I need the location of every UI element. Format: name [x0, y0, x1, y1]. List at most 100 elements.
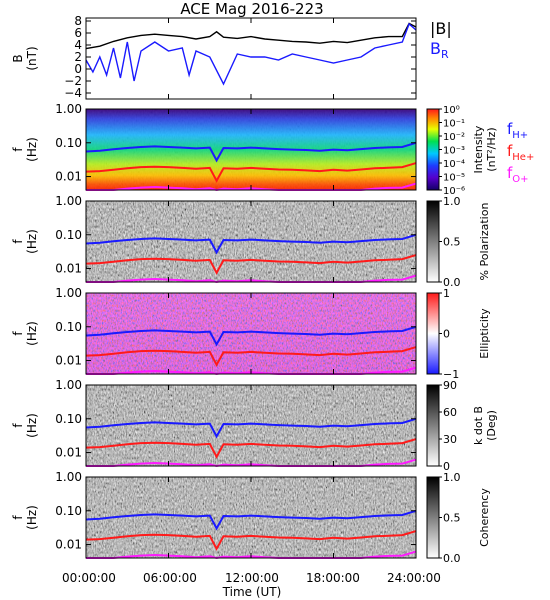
- y-tick-label: 1.00: [55, 378, 82, 392]
- y-axis-unit: (nT): [25, 46, 39, 70]
- y-tick-label: 0.10: [55, 412, 82, 426]
- y-axis-label: f: [11, 331, 25, 336]
- y-tick-label: 0.01: [55, 354, 82, 368]
- gyrofrequency-line-fHe+: [85, 438, 417, 459]
- colorbar-tick-label: 1.0: [443, 195, 461, 208]
- panel-coherency: 1.0 0.5 0.0 Coherency 1.00 0.10 0.01 f (Hz): [11, 470, 491, 565]
- y-axis-unit: (Hz): [25, 505, 39, 530]
- colorbar-label: Intensity: [472, 125, 485, 173]
- colorbar-tick-label: 0.5: [443, 236, 461, 249]
- legend-entry: |B|: [430, 19, 452, 38]
- colorbar-tick-label: 0.0: [443, 276, 461, 289]
- y-tick-label: 1.00: [55, 194, 82, 208]
- panel-kdotb: 90 60 30 0 k dot B (Deg) 1.00 0.10 0.01 f (Hz): [11, 378, 498, 473]
- y-axis-label: f: [11, 423, 25, 428]
- colorbar: [426, 108, 440, 191]
- y-axis-unit: (Hz): [25, 413, 39, 438]
- colorbar: [426, 384, 440, 467]
- colorbar-tick-label: 10⁻¹: [443, 119, 465, 130]
- y-tick-label: 0.01: [55, 538, 82, 552]
- gyrofrequency-line-fHe+: [85, 346, 417, 367]
- colorbar-tick-label: 0.0: [443, 552, 461, 565]
- series-line-BR: [85, 22, 417, 86]
- x-tick-labels: 00:00:00 06:00:00 12:00:00 18:00:00 24:0…: [62, 571, 441, 585]
- panel-ellipticity: 1 0 −1 Ellipticity 1.00 0.10 0.01 f (Hz): [11, 286, 491, 381]
- colorbar-tick-label: 1.0: [443, 471, 461, 484]
- series-line-|B|: [85, 22, 417, 50]
- y-tick-label: 1.00: [55, 286, 82, 300]
- colorbar-tick-label: 10⁻²: [443, 132, 465, 143]
- colorbar-label: % Polarization: [478, 203, 491, 281]
- y-axis-unit: (Hz): [25, 321, 39, 346]
- colorbar-tick-label: 1: [443, 287, 450, 300]
- y-tick-label: 0: [74, 62, 82, 76]
- colorbar-tick-label: 10⁻⁵: [443, 173, 465, 184]
- legend-entry: fHe+: [507, 142, 534, 163]
- x-tick-label: 00:00:00: [62, 571, 116, 585]
- y-tick-label: 0.10: [55, 228, 82, 242]
- legend-entry: BR: [430, 39, 449, 61]
- colorbar-tick-label: −1: [443, 368, 459, 381]
- colorbar: [426, 200, 440, 283]
- y-tick-label: 1.00: [55, 102, 82, 116]
- colorbar-label: Ellipticity: [478, 308, 491, 359]
- y-axis-unit: (Hz): [25, 137, 39, 162]
- gyrofrequency-line-fHe+: [85, 162, 417, 183]
- x-tick-label: 12:00:00: [225, 571, 279, 585]
- gyrofrequency-line-fH+: [85, 325, 417, 347]
- gyrofrequency-line-fHe+: [85, 254, 417, 275]
- colorbar-tick-label: 10⁻⁶: [443, 186, 465, 197]
- y-axis-label: f: [11, 515, 25, 520]
- gyrofrequency-line-fH+: [85, 417, 417, 439]
- y-tick-label: 6: [74, 26, 82, 40]
- gyrofrequency-line-fH+: [85, 141, 417, 163]
- colorbar-tick-label: 90: [443, 379, 457, 392]
- y-axis-label: B: [11, 54, 25, 62]
- gyrofrequency-line-fH+: [85, 233, 417, 255]
- colorbar-tick-label: 0: [443, 328, 450, 341]
- colorbar: [426, 292, 440, 375]
- legend-entry: fH+: [507, 120, 528, 141]
- x-axis-label: Time (UT): [222, 585, 282, 599]
- y-tick-label: 0.10: [55, 320, 82, 334]
- panel-frame: [85, 17, 417, 100]
- x-tick-label: 18:00:00: [306, 571, 360, 585]
- x-tick-label: 06:00:00: [143, 571, 197, 585]
- colorbar-label: Coherency: [478, 488, 491, 547]
- colorbar-tick-label: 30: [443, 433, 457, 446]
- y-tick-label: 0.10: [55, 504, 82, 518]
- panel-polarization: 1.0 0.5 0.0 % Polarization 1.00 0.10 0.01 f (Hz): [11, 194, 491, 289]
- gyrofrequency-line-fH+: [85, 509, 417, 531]
- colorbar-tick-label: 10⁰: [443, 105, 460, 116]
- colorbar-tick-label: 10⁻³: [443, 146, 465, 157]
- y-axis-unit: (Hz): [25, 229, 39, 254]
- y-tick-label: 1.00: [55, 470, 82, 484]
- colorbar-tick-label: 10⁻⁴: [443, 159, 465, 170]
- colorbar: [426, 476, 440, 559]
- y-axis-label: f: [11, 239, 25, 244]
- panel-intensity: 10⁰ 10⁻¹ 10⁻² 10⁻³ 10⁻⁴ 10⁻⁵ 10⁻⁶ Intensity (nT²…: [11, 102, 534, 197]
- gyrofrequency-line-fHe+: [85, 530, 417, 551]
- y-tick-label: 0.01: [55, 170, 82, 184]
- y-tick-label: 0.01: [55, 446, 82, 460]
- y-tick-label: −2: [64, 74, 82, 88]
- y-tick-label: 0.10: [55, 136, 82, 150]
- legend-entry: fO+: [507, 164, 529, 185]
- x-tick-label: 24:00:00: [387, 571, 441, 585]
- y-axis-label: f: [11, 147, 25, 152]
- colorbar-label: k dot B: [472, 406, 485, 445]
- y-tick-label: 4: [74, 38, 82, 52]
- y-tick-label: 0.01: [55, 262, 82, 276]
- colorbar-unit: (Deg): [485, 410, 498, 441]
- colorbar-tick-label: 0.5: [443, 512, 461, 525]
- chart-title: ACE Mag 2016-223: [180, 0, 323, 18]
- y-tick-label: 2: [74, 50, 82, 64]
- colorbar-tick-label: 0: [443, 460, 450, 473]
- y-tick-label: 8: [74, 14, 82, 28]
- y-tick-label: −4: [64, 86, 82, 100]
- colorbar-tick-label: 60: [443, 406, 457, 419]
- colorbar-unit: (nT²/Hz): [485, 127, 498, 171]
